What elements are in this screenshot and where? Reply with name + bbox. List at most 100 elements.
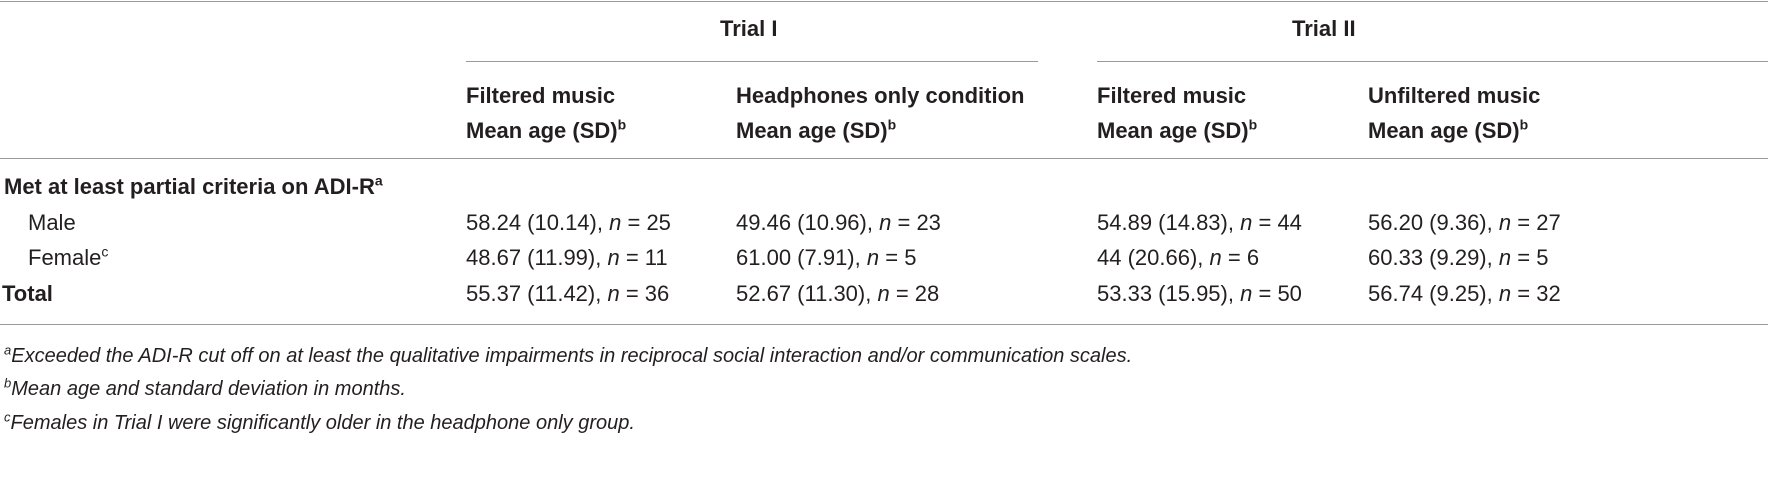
- n-value: 44: [1277, 210, 1302, 235]
- n-label: n: [1498, 281, 1512, 306]
- group-header-trial-2: Trial II: [1292, 16, 1356, 41]
- table-cell: 55.37 (11.42), n = 36: [466, 281, 669, 307]
- n-label: n: [877, 281, 890, 306]
- n-label: n: [1209, 245, 1222, 270]
- n-value: 25: [646, 210, 671, 235]
- equals-sign: =: [1252, 281, 1278, 306]
- n-value: 5: [904, 245, 917, 270]
- table-cell: 54.89 (14.83), n = 44: [1097, 210, 1302, 236]
- equals-sign: =: [1511, 245, 1537, 270]
- footnote-marker: a: [374, 172, 383, 189]
- equals-sign: =: [619, 281, 645, 306]
- header-rule: [0, 158, 1768, 159]
- cell-value: 56.20 (9.36),: [1368, 210, 1499, 235]
- column-header-line1: Unfiltered music: [1368, 83, 1541, 108]
- column-header: Unfiltered music Mean age (SD)b: [1368, 78, 1540, 148]
- equals-sign: =: [879, 245, 905, 270]
- equals-sign: =: [889, 281, 915, 306]
- footnote-text: Females in Trial I were significantly ol…: [10, 412, 635, 434]
- n-label: n: [866, 245, 880, 270]
- n-value: 6: [1246, 245, 1260, 270]
- table-cell: 53.33 (15.95), n = 50: [1097, 281, 1302, 307]
- cell-value: 48.67 (11.99),: [466, 245, 608, 270]
- row-label-text: Female: [28, 245, 102, 270]
- column-header-subtitle: Mean age (SD): [1097, 118, 1249, 143]
- table-cell: 48.67 (11.99), n = 11: [466, 245, 668, 271]
- column-header: Filtered music Mean age (SD)b: [1097, 78, 1257, 148]
- row-label-text: Male: [28, 210, 76, 235]
- column-header-line2: Mean age (SD)b: [736, 113, 1024, 148]
- n-label: n: [1498, 210, 1512, 235]
- table-cell: 56.74 (9.25), n = 32: [1368, 281, 1561, 307]
- footnote-mark: c: [4, 409, 11, 425]
- footnote-mark: a: [4, 342, 12, 358]
- row-label-female: Femalec: [28, 245, 108, 271]
- column-header: Headphones only condition Mean age (SD)b: [736, 78, 1024, 148]
- cell-value: 55.37 (11.42),: [466, 281, 608, 306]
- n-value: 50: [1277, 281, 1302, 306]
- column-header: Filtered music Mean age (SD)b: [466, 78, 626, 148]
- footnote-marker: b: [1519, 116, 1529, 133]
- equals-sign: =: [1511, 281, 1537, 306]
- footnote-c: cFemales in Trial I were significantly o…: [4, 409, 635, 435]
- table-cell: 52.67 (11.30), n = 28: [736, 281, 939, 307]
- n-label: n: [607, 245, 620, 270]
- n-label: n: [609, 210, 622, 235]
- table-cell: 60.33 (9.29), n = 5: [1368, 245, 1548, 271]
- footnote-text: Exceeded the ADI-R cut off on at least t…: [11, 345, 1133, 367]
- row-label-male: Male: [28, 210, 76, 236]
- footnote-a: aExceeded the ADI-R cut off on at least …: [4, 342, 1133, 368]
- table-cell: 58.24 (10.14), n = 25: [466, 210, 671, 236]
- column-header-line2: Mean age (SD)b: [466, 113, 626, 148]
- table-cell: 61.00 (7.91), n = 5: [736, 245, 916, 271]
- trial-1-rule: [466, 61, 1038, 62]
- equals-sign: =: [621, 210, 647, 235]
- column-header-line2: Mean age (SD)b: [1097, 113, 1257, 148]
- n-value: 11: [644, 245, 668, 270]
- n-label: n: [1240, 281, 1253, 306]
- n-value: 5: [1536, 245, 1549, 270]
- cell-value: 54.89 (14.83),: [1097, 210, 1241, 235]
- column-header-line1: Headphones only condition: [736, 83, 1025, 108]
- n-label: n: [1498, 245, 1512, 270]
- equals-sign: =: [1511, 210, 1537, 235]
- table-cell: 56.20 (9.36), n = 27: [1368, 210, 1561, 236]
- equals-sign: =: [1252, 210, 1278, 235]
- cell-value: 53.33 (15.95),: [1097, 281, 1241, 306]
- footnote-marker: b: [1248, 116, 1258, 133]
- footnote-b: bMean age and standard deviation in mont…: [4, 375, 406, 401]
- top-rule: [0, 1, 1768, 2]
- column-header-subtitle: Mean age (SD): [466, 118, 618, 143]
- section-label: Met at least partial criteria on ADI-Ra: [4, 174, 383, 200]
- column-header-line2: Mean age (SD)b: [1368, 113, 1540, 148]
- table-cell: 49.46 (10.96), n = 23: [736, 210, 941, 236]
- cell-value: 44 (20.66),: [1097, 245, 1210, 270]
- column-header-line1: Filtered music: [1097, 83, 1247, 108]
- bottom-rule: [0, 324, 1768, 325]
- n-label: n: [607, 281, 620, 306]
- cell-value: 52.67 (11.30),: [736, 281, 878, 306]
- section-label-text: Met at least partial criteria on ADI-R: [4, 174, 375, 199]
- cell-value: 60.33 (9.29),: [1368, 245, 1499, 270]
- trial-2-rule: [1097, 61, 1768, 62]
- cell-value: 58.24 (10.14),: [466, 210, 610, 235]
- n-value: 36: [644, 281, 670, 306]
- row-label-text: Total: [2, 281, 53, 306]
- equals-sign: =: [619, 245, 645, 270]
- group-header-trial-1: Trial I: [720, 16, 778, 41]
- footnote-mark: b: [4, 375, 12, 391]
- row-label-total: Total: [2, 281, 53, 307]
- n-label: n: [879, 210, 892, 235]
- footnote-marker: b: [617, 116, 627, 133]
- cell-value: 49.46 (10.96),: [736, 210, 880, 235]
- cell-value: 56.74 (9.25),: [1368, 281, 1499, 306]
- n-value: 27: [1536, 210, 1561, 235]
- column-header-subtitle: Mean age (SD): [1368, 118, 1520, 143]
- footnote-marker: c: [101, 243, 109, 260]
- footnote-marker: b: [887, 116, 897, 133]
- column-header-line1: Filtered music: [466, 83, 616, 108]
- equals-sign: =: [891, 210, 917, 235]
- n-value: 28: [914, 281, 940, 306]
- n-label: n: [1240, 210, 1253, 235]
- n-value: 32: [1536, 281, 1561, 306]
